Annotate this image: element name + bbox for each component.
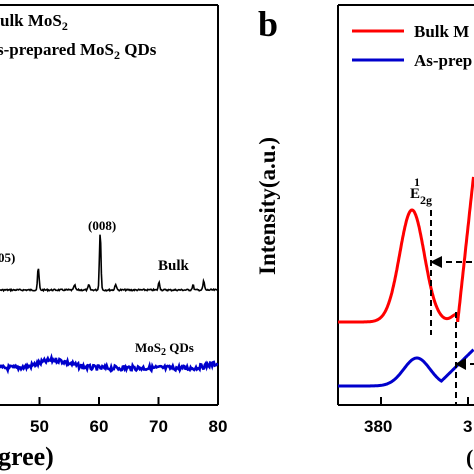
panel-a-tick-label-50: 50 xyxy=(30,417,49,436)
series-label-bulk: Bulk xyxy=(158,258,190,274)
panel-a-tick-label-60: 60 xyxy=(90,417,109,436)
raman-mode-label: E2g1 xyxy=(410,175,432,207)
legend-a-bulk: ulk MoS2 xyxy=(0,11,68,33)
panel-b-letter: b xyxy=(258,4,278,44)
panel-a: 50 60 70 80 ulk MoS2 s-prepared MoS2 QDs (0… xyxy=(0,4,227,471)
panel-a-tick-label-70: 70 xyxy=(149,417,168,436)
peak-label-105: 05) xyxy=(0,250,15,265)
arrow-head-bulk xyxy=(430,256,442,268)
series-bulk-line xyxy=(0,234,219,293)
panel-b-tick-label-380: 380 xyxy=(364,417,392,436)
panel-a-tick-label-80: 80 xyxy=(209,417,228,436)
series-qds-raman-line xyxy=(338,348,474,388)
panel-b-ylabel: Intensity(a.u.) xyxy=(255,137,280,275)
legend-b-qds: As-prep xyxy=(414,51,472,70)
series-label-qds: MoS2 QDs xyxy=(135,340,194,358)
panel-b-xlabel-partial: ( xyxy=(466,445,473,470)
peak-label-008: (008) xyxy=(88,218,116,233)
panel-b-tick-label-partial: 3 xyxy=(463,417,472,436)
arrow-head-qds xyxy=(455,358,466,370)
legend-b-bulk: Bulk M xyxy=(414,22,469,41)
legend-a-qds: s-prepared MoS2 QDs xyxy=(0,40,157,62)
series-qds-line xyxy=(0,352,219,375)
panel-a-xlabel: gree) xyxy=(0,442,54,471)
panel-b: b Intensity(a.u.) Bulk M As-prep E2g1 38… xyxy=(255,4,474,470)
panel-a-x-ticks: 50 60 70 80 xyxy=(30,397,227,436)
series-bulk-raman-line xyxy=(338,176,474,324)
